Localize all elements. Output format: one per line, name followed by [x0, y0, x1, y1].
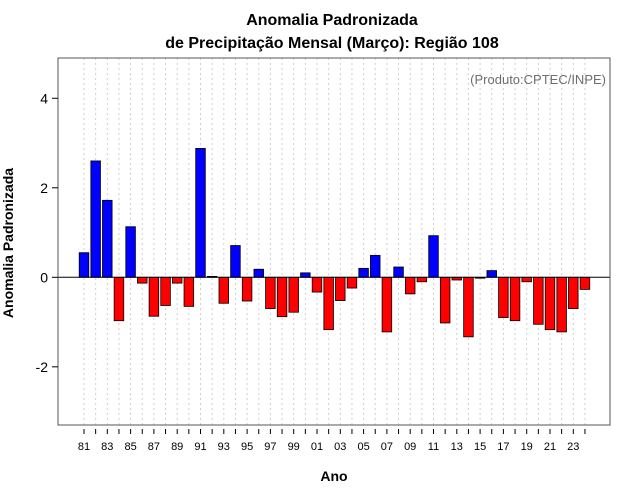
bar-2014 [463, 276, 474, 338]
bar-2016 [486, 270, 497, 278]
x-tick-label: 11 [428, 441, 439, 453]
x-tick-label: 23 [567, 441, 579, 453]
bar-1989 [171, 276, 183, 284]
x-tick-label: 85 [124, 441, 136, 453]
bar-2002 [323, 276, 334, 331]
bar-1995 [241, 276, 253, 302]
y-tick-label: -2 [36, 359, 49, 375]
bar-2019 [521, 276, 532, 283]
x-tick-label: 03 [334, 441, 346, 453]
x-tick-label: 07 [381, 441, 393, 453]
bar-2005 [358, 267, 369, 278]
bar-1986 [137, 276, 148, 284]
bar-2022 [556, 276, 567, 333]
bar-2012 [439, 276, 451, 324]
bar-2011 [428, 235, 439, 278]
bar-2021 [544, 276, 556, 331]
bar-2020 [533, 276, 544, 325]
x-tick-label: 91 [194, 441, 206, 453]
bar-2001 [311, 276, 323, 293]
x-tick-label: 01 [311, 441, 323, 453]
y-tick-label: 0 [40, 269, 48, 285]
bar-1988 [160, 276, 171, 306]
x-tick-label: 17 [497, 441, 509, 453]
bar-2004 [346, 276, 358, 289]
x-axis: 81 83 85 87 89 91 93 95 97 99 01 03 05 07 09 11 13 15 17 19… [78, 429, 586, 453]
x-axis-label: Ano [320, 468, 347, 484]
bar-2024 [579, 276, 591, 290]
bar-1987 [148, 276, 160, 317]
bar-1981 [78, 252, 90, 278]
x-tick-label: 81 [78, 441, 90, 453]
x-tick-label: 09 [404, 441, 416, 453]
bar-2006 [370, 254, 381, 278]
bar-2018 [509, 276, 521, 322]
bar-1997 [265, 276, 276, 310]
bar-2000 [300, 272, 311, 278]
x-tick-label: 93 [218, 441, 230, 453]
y-tick-label: 2 [40, 180, 48, 196]
bar-2009 [404, 276, 416, 295]
x-tick-label: 15 [474, 441, 486, 453]
bar-1993 [218, 276, 230, 304]
x-tick-label: 95 [241, 441, 253, 453]
bar-1984 [113, 276, 125, 322]
x-tick-label: 05 [357, 441, 369, 453]
bar-2017 [498, 276, 509, 318]
y-tick-label: 4 [40, 90, 48, 106]
x-tick-label: 99 [288, 441, 300, 453]
chart-title: Anomalia Padronizada [246, 12, 418, 29]
x-tick-label: 21 [544, 441, 556, 453]
bar-1983 [102, 199, 113, 278]
bar-1990 [183, 276, 195, 307]
y-axis-label: Anomalia Padronizada [0, 168, 16, 318]
bar-1985 [125, 226, 136, 278]
bar-1994 [230, 245, 241, 278]
x-tick-label: 87 [148, 441, 160, 453]
chart-subtitle: de Precipitação Mensal (Março): Região 1… [165, 35, 499, 52]
y-axis: -2 0 2 4 [36, 90, 58, 375]
x-tick-label: 97 [264, 441, 276, 453]
x-tick-label: 83 [101, 441, 113, 453]
bar-1982 [90, 160, 101, 278]
bar-1991 [195, 148, 206, 278]
x-tick-label: 89 [171, 441, 183, 453]
bar-1999 [288, 276, 299, 313]
bar-2010 [416, 276, 428, 283]
bar-1998 [276, 276, 288, 318]
source-annotation: (Produto:CPTEC/INPE) [470, 72, 606, 87]
grid-lines [83, 58, 586, 425]
x-tick-label: 13 [451, 441, 463, 453]
bar-2003 [335, 276, 346, 301]
bars [78, 148, 591, 338]
bar-2008 [393, 266, 404, 278]
x-tick-label: 19 [521, 441, 533, 453]
bar-2007 [381, 276, 393, 333]
bar-1996 [253, 268, 264, 278]
bar-2023 [568, 276, 579, 310]
plot-frame [57, 57, 611, 426]
